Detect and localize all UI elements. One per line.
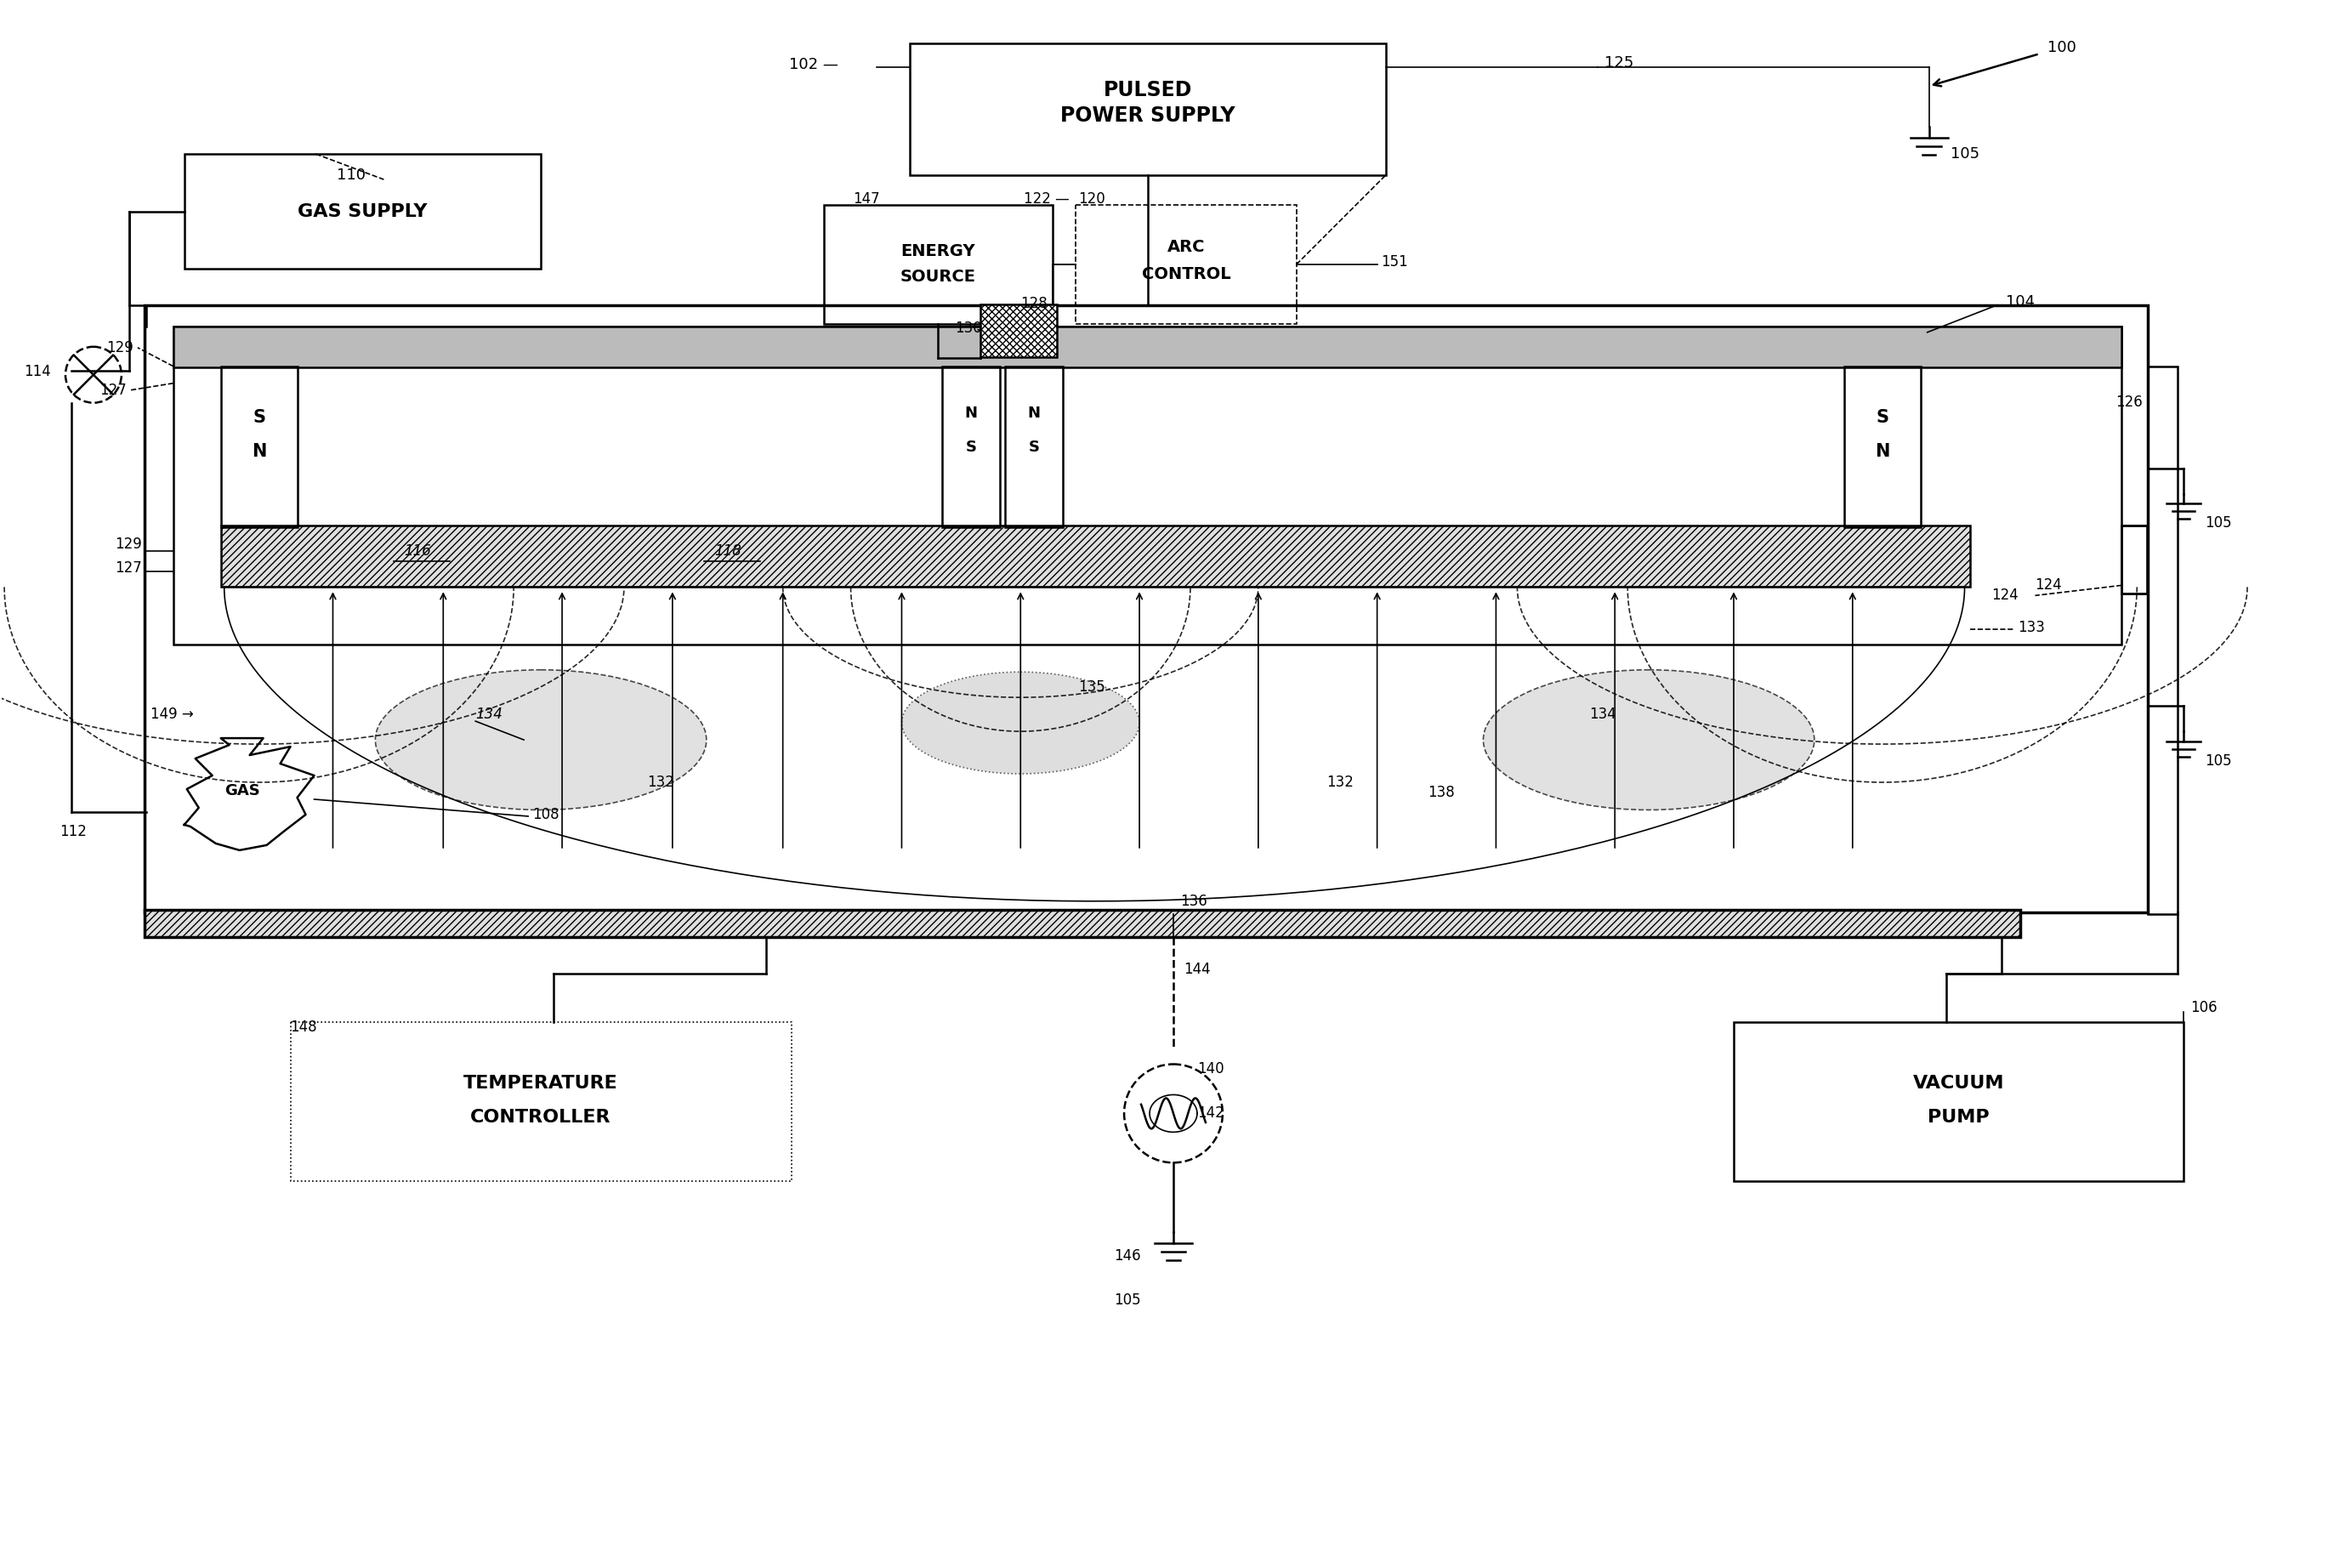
Bar: [2122, 525, 2147, 594]
Text: 132: 132: [1326, 775, 1354, 790]
Bar: [222, 525, 1970, 586]
Bar: [173, 326, 2122, 644]
Text: ENERGY: ENERGY: [901, 243, 976, 260]
Text: 140: 140: [1197, 1062, 1223, 1077]
Text: ARC: ARC: [1167, 240, 1204, 256]
Text: 128: 128: [1020, 296, 1048, 310]
Text: 120: 120: [1078, 191, 1106, 207]
Text: N: N: [1027, 405, 1041, 420]
Text: N: N: [964, 405, 978, 420]
Bar: [1006, 367, 1062, 527]
Text: PULSED: PULSED: [1104, 80, 1193, 100]
Text: 129: 129: [114, 536, 142, 552]
Text: 110: 110: [336, 168, 366, 183]
Text: CONTROLLER: CONTROLLER: [471, 1109, 612, 1126]
Bar: [145, 306, 2147, 913]
Text: 106: 106: [2192, 1000, 2217, 1014]
Text: 122 —: 122 —: [1025, 191, 1069, 207]
Text: 116: 116: [404, 544, 432, 560]
Text: 124: 124: [2035, 577, 2063, 593]
Text: 100: 100: [2047, 41, 2077, 55]
Text: 146: 146: [1113, 1248, 1141, 1264]
Text: 118: 118: [714, 544, 742, 560]
Text: 147: 147: [854, 191, 880, 207]
Bar: [184, 154, 541, 268]
Text: TEMPERATURE: TEMPERATURE: [464, 1076, 619, 1093]
Bar: [1076, 205, 1295, 325]
Text: 125: 125: [1606, 55, 1634, 71]
Ellipse shape: [376, 670, 707, 811]
Text: 149 →: 149 →: [149, 707, 194, 721]
Text: 105: 105: [1951, 146, 1979, 162]
Bar: [980, 304, 1057, 358]
Bar: [2147, 367, 2178, 914]
Text: PUMP: PUMP: [1928, 1109, 1989, 1126]
Text: 134: 134: [476, 707, 502, 721]
Bar: [173, 326, 2122, 367]
Text: 105: 105: [2206, 753, 2231, 768]
Bar: [1844, 367, 1921, 527]
Bar: [145, 909, 2021, 936]
Bar: [910, 44, 1386, 176]
Text: S: S: [966, 439, 978, 455]
Text: 105: 105: [2206, 516, 2231, 532]
Text: 102 —: 102 —: [789, 56, 838, 72]
Text: POWER SUPPLY: POWER SUPPLY: [1060, 105, 1235, 125]
Text: 108: 108: [532, 808, 560, 822]
Text: 151: 151: [1382, 254, 1407, 270]
Text: 134: 134: [1589, 707, 1617, 721]
Text: SOURCE: SOURCE: [901, 270, 976, 285]
Text: 127: 127: [100, 383, 126, 398]
Text: 114: 114: [23, 364, 51, 379]
Text: 135: 135: [1078, 679, 1106, 695]
Text: S: S: [1029, 439, 1039, 455]
Text: N: N: [252, 442, 266, 459]
Text: 148: 148: [289, 1019, 317, 1035]
Text: 105: 105: [1113, 1292, 1141, 1308]
Text: 132: 132: [647, 775, 675, 790]
Text: N: N: [1874, 442, 1891, 459]
Text: 136: 136: [1181, 894, 1207, 909]
Text: 124: 124: [1991, 588, 2019, 604]
Text: S: S: [1877, 409, 1888, 426]
Text: 133: 133: [2019, 619, 2045, 635]
Text: 138: 138: [1428, 786, 1454, 800]
Bar: [824, 205, 1053, 325]
Text: 129: 129: [107, 340, 133, 356]
Bar: [943, 367, 1001, 527]
Text: 142: 142: [1197, 1105, 1223, 1121]
Text: 104: 104: [2005, 295, 2035, 309]
Bar: [289, 1022, 791, 1181]
Text: 127: 127: [114, 561, 142, 575]
Ellipse shape: [901, 673, 1139, 775]
Text: 130: 130: [955, 320, 983, 336]
Ellipse shape: [1482, 670, 1814, 811]
Text: VACUUM: VACUUM: [1914, 1076, 2005, 1093]
Bar: [1734, 1022, 2185, 1181]
Bar: [222, 367, 296, 527]
Text: S: S: [252, 409, 266, 426]
Text: 144: 144: [1183, 961, 1211, 977]
Text: 112: 112: [61, 823, 86, 839]
Text: GAS SUPPLY: GAS SUPPLY: [299, 204, 427, 220]
Text: GAS: GAS: [224, 782, 259, 798]
Text: CONTROL: CONTROL: [1141, 267, 1230, 282]
Text: 126: 126: [2115, 394, 2143, 409]
